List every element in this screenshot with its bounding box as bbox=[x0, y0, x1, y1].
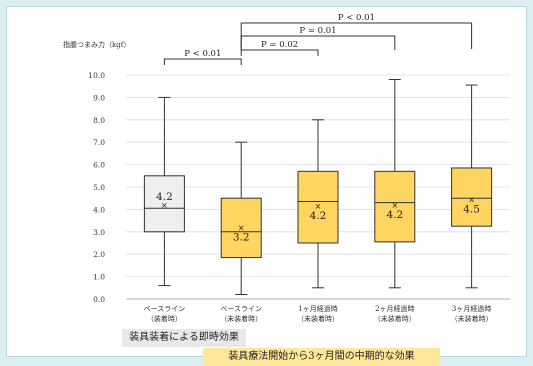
y-tick-label: 10.0 bbox=[88, 71, 105, 80]
iqr-box bbox=[297, 170, 339, 244]
y-axis-label: 指腹つまみ力（kgf） bbox=[63, 40, 130, 49]
mean-marker: × bbox=[468, 195, 475, 204]
x-tick-labels: ベースライン（装着時）ベースライン（未装着時）1ヶ月経過時（未装着時）2ヶ月経過… bbox=[144, 304, 493, 323]
chart-panel: 指腹つまみ力（kgf） 0.0 1.0 2.0 3.0 4.0 5.0 6.0 7.0 8.0 9… bbox=[6, 6, 527, 366]
y-tick-label: 3.0 bbox=[93, 228, 105, 237]
y-tick-label: 5.0 bbox=[93, 183, 105, 192]
midterm-effect-caption: 装具療法開始から3ヶ月間の中期的な効果 bbox=[203, 348, 440, 366]
p-value-label: P < 0.01 bbox=[184, 49, 221, 59]
y-tick-label: 9.0 bbox=[93, 93, 105, 102]
bracket-line bbox=[163, 58, 242, 65]
y-tick-label: 0.0 bbox=[93, 295, 105, 304]
x-tick-label-line2: （未装着時） bbox=[220, 314, 262, 323]
bracket-line bbox=[240, 22, 473, 49]
mean-value-label: 4.2 bbox=[386, 209, 403, 221]
y-tick-label: 8.0 bbox=[93, 116, 105, 125]
significance-bracket-1: P < 0.01 bbox=[163, 49, 242, 65]
y-tick-label: 6.0 bbox=[93, 161, 105, 170]
x-tick-label-line2: （未装着時） bbox=[297, 314, 339, 323]
x-tick-label-line2: （未装着時） bbox=[374, 314, 416, 323]
iqr-box bbox=[220, 197, 262, 259]
bracket-line bbox=[240, 49, 319, 56]
mean-marker: × bbox=[391, 201, 398, 210]
box-plot-4: ×4.2 bbox=[374, 78, 416, 289]
box-plot-2: ×3.2 bbox=[220, 141, 262, 296]
x-tick-label-line1: 3ヶ月経過時 bbox=[452, 304, 491, 313]
mean-value-label: 4.2 bbox=[310, 210, 327, 222]
significance-bracket-4: P < 0.01 bbox=[240, 13, 473, 49]
x-tick-label-line1: 2ヶ月経過時 bbox=[375, 304, 414, 313]
immediate-effect-caption: 装具装着による即時効果 bbox=[122, 329, 246, 347]
iqr-box bbox=[374, 170, 416, 243]
iqr-box bbox=[451, 167, 493, 227]
box-plot-1: ×4.2 bbox=[143, 96, 185, 287]
x-tick-label-line2: （未装着時） bbox=[451, 314, 493, 323]
iqr-box bbox=[143, 175, 185, 233]
x-tick-label-line2: （装着時） bbox=[147, 314, 182, 323]
mean-marker: × bbox=[161, 201, 168, 210]
x-tick-label-line1: 1ヶ月経過時 bbox=[298, 304, 337, 313]
y-tick-label: 7.0 bbox=[93, 138, 105, 147]
y-tick-label: 2.0 bbox=[93, 250, 105, 259]
x-tick-label-line1: ベースライン bbox=[144, 305, 186, 313]
y-tick-labels: 0.0 1.0 2.0 3.0 4.0 5.0 6.0 7.0 8.0 9.0 10.0 bbox=[88, 71, 105, 304]
mean-marker: × bbox=[315, 202, 322, 211]
p-value-label: P < 0.01 bbox=[338, 13, 375, 23]
y-tick-label: 4.0 bbox=[93, 205, 105, 214]
significance-bracket-2: P = 0.02 bbox=[240, 40, 319, 56]
box-series: ×4.2×3.2×4.2×4.2×4.5 bbox=[143, 78, 493, 296]
box-plot-chart: 指腹つまみ力（kgf） 0.0 1.0 2.0 3.0 4.0 5.0 6.0 7.0 8.0 9… bbox=[63, 13, 510, 323]
x-tick-label-line1: ベースライン bbox=[220, 305, 262, 313]
box-plot-5: ×4.5 bbox=[451, 84, 493, 289]
significance-brackets: P < 0.01P = 0.02P = 0.01P < 0.01 bbox=[163, 13, 473, 65]
p-value-label: P = 0.01 bbox=[299, 26, 336, 36]
mean-value-label: 4.5 bbox=[463, 203, 480, 215]
mean-value-label: 3.2 bbox=[233, 231, 250, 243]
box-plot-3: ×4.2 bbox=[297, 119, 339, 289]
y-tick-label: 1.0 bbox=[93, 273, 105, 282]
mean-value-label: 4.2 bbox=[156, 191, 173, 203]
p-value-label: P = 0.02 bbox=[261, 40, 298, 50]
mean-marker: × bbox=[238, 223, 245, 232]
